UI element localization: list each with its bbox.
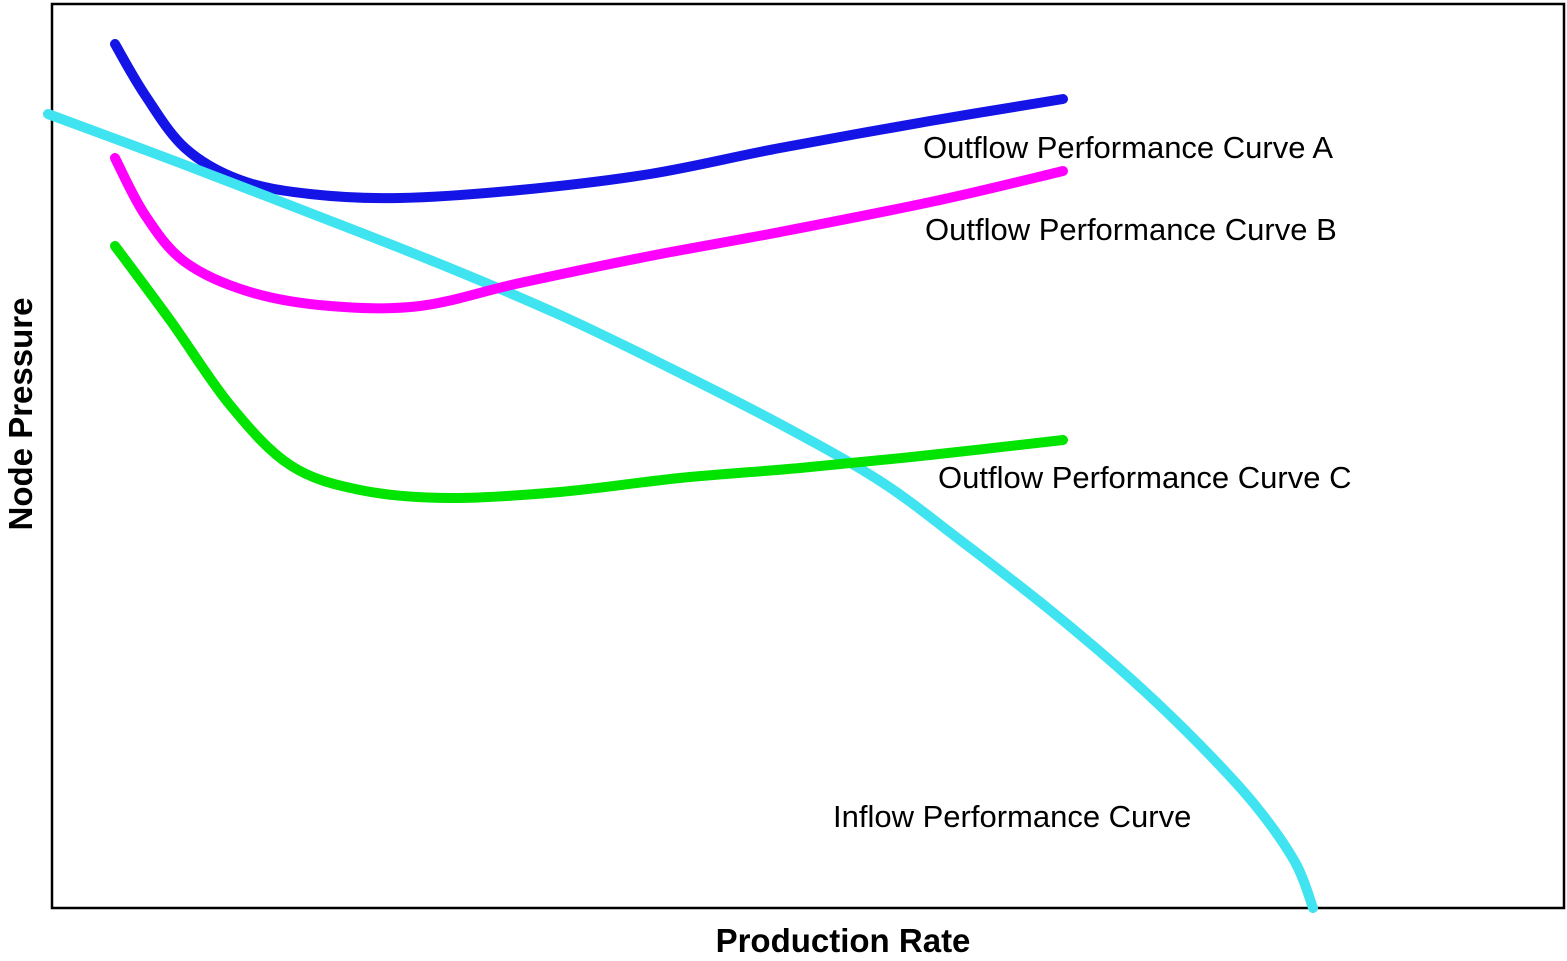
label-inflow-curve: Inflow Performance Curve (833, 799, 1191, 834)
outflow-curve-a (110, 39, 1068, 204)
plot-frame (50, 2, 1566, 910)
x-axis-label: Production Rate (716, 922, 971, 959)
label-outflow-curve-c: Outflow Performance Curve C (938, 460, 1351, 495)
label-outflow-curve-b: Outflow Performance Curve B (925, 212, 1337, 247)
outflow-curve-b (110, 153, 1068, 314)
y-axis-label: Node Pressure (2, 298, 39, 531)
outflow-curve-c (110, 241, 1068, 504)
inflow-curve (43, 109, 1318, 913)
label-outflow-curve-a: Outflow Performance Curve A (923, 130, 1333, 165)
